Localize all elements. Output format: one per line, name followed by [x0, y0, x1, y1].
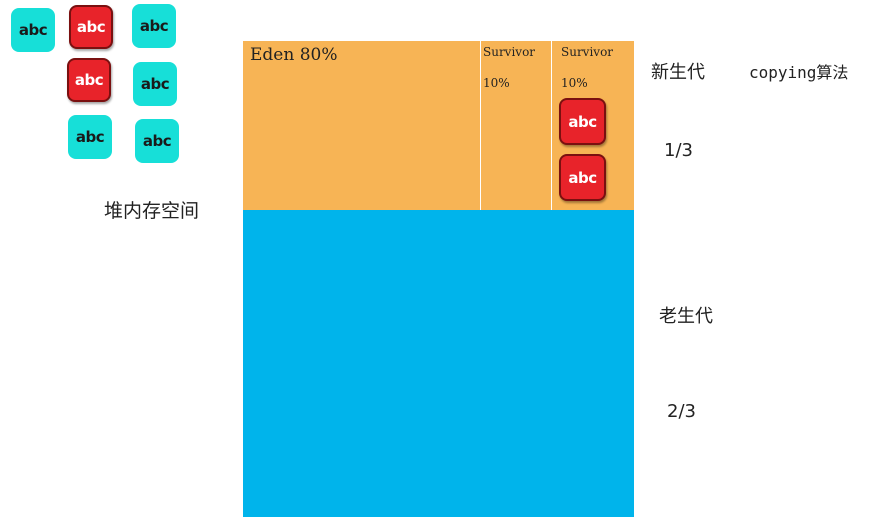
heap-object-icon: abc	[69, 5, 113, 49]
heap-object-icon: abc	[133, 62, 177, 106]
young-generation-ratio: 1/3	[664, 140, 693, 161]
old-generation-label: 老生代	[659, 306, 713, 327]
survivor-to-percent: 10%	[561, 76, 588, 90]
heap-object-icon: abc	[135, 119, 179, 163]
heap-object-icon: abc	[11, 8, 55, 52]
survivor-from-name: Survivor	[483, 45, 536, 59]
survivor-from-region: Survivor 10%	[481, 41, 551, 210]
copying-algorithm-label: copying算法	[749, 63, 849, 82]
eden-label: Eden 80%	[250, 45, 338, 65]
old-generation-region	[243, 210, 634, 517]
survivor-object-icon: abc	[559, 154, 606, 201]
eden-region: Eden 80%	[243, 41, 480, 210]
heap-object-icon: abc	[68, 115, 112, 159]
survivor-object-icon: abc	[559, 98, 606, 145]
survivor-from-percent: 10%	[483, 76, 510, 90]
heap-space-label: 堆内存空间	[104, 200, 200, 222]
survivor-to-name: Survivor	[561, 45, 614, 59]
old-generation-ratio: 2/3	[667, 401, 696, 422]
heap-object-icon: abc	[67, 58, 111, 102]
young-generation-label: 新生代	[651, 62, 705, 83]
heap-object-icon: abc	[132, 4, 176, 48]
